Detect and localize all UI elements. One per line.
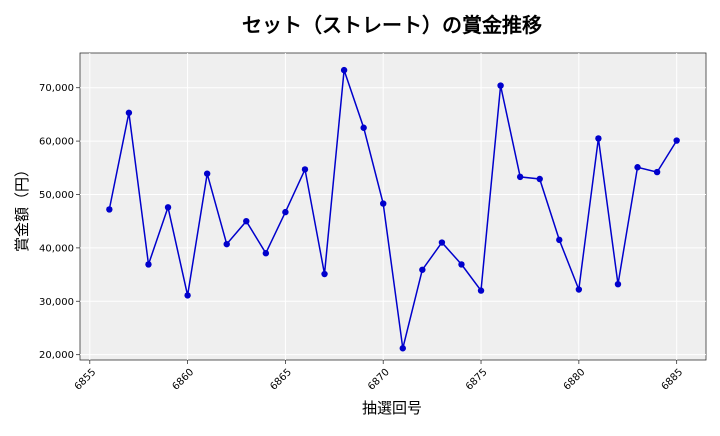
data-point	[634, 164, 641, 171]
x-tick-label: 6870	[366, 367, 392, 393]
data-point	[673, 137, 680, 144]
data-point	[477, 287, 485, 294]
data-point	[614, 280, 622, 288]
plot-area	[79, 52, 707, 361]
y-tick-label: 60,000	[39, 137, 74, 148]
data-point	[556, 236, 563, 244]
data-point	[262, 250, 270, 257]
x-tick-label: 6855	[73, 367, 99, 393]
y-tick-label: 40,000	[39, 243, 74, 254]
data-point	[419, 266, 426, 273]
data-point	[184, 292, 191, 299]
data-point	[595, 135, 602, 142]
data-point	[497, 82, 504, 89]
data-point	[653, 168, 661, 176]
data-point	[106, 206, 113, 213]
data-point	[536, 175, 543, 183]
series-line	[108, 69, 678, 349]
x-axis-label: 抽選回号	[362, 399, 422, 417]
data-point	[380, 200, 387, 207]
data-point	[145, 261, 152, 268]
data-point	[282, 208, 289, 216]
y-tick-label: 50,000	[39, 190, 74, 201]
series-layer	[106, 66, 680, 352]
data-point	[223, 240, 230, 248]
data-point	[399, 345, 406, 352]
x-tick-label: 6860	[170, 367, 196, 393]
data-point	[438, 239, 446, 246]
data-point	[458, 261, 465, 268]
data-point	[301, 166, 309, 173]
chart-title: セット（ストレート）の賞金推移	[242, 13, 542, 37]
y-axis-ticks: 20,000 30,000 40,000 50,000 60,000 70,000	[39, 83, 80, 361]
y-axis-label: 賞金額（円）	[13, 162, 31, 252]
x-tick-label: 6865	[268, 367, 294, 393]
data-point	[243, 217, 250, 225]
x-axis-ticks: 6855 6860 6865 6870 6875 6880 6885	[73, 360, 686, 393]
data-point	[516, 173, 524, 181]
x-tick-label: 6880	[562, 367, 588, 393]
x-tick-label: 6885	[660, 367, 686, 393]
y-tick-label: 30,000	[39, 297, 74, 308]
x-tick-label: 6875	[464, 367, 490, 393]
y-tick-label: 20,000	[39, 350, 74, 361]
data-point	[164, 204, 172, 211]
data-point	[321, 270, 328, 278]
grid	[80, 53, 706, 360]
data-point	[360, 124, 367, 131]
y-tick-label: 70,000	[39, 83, 74, 94]
data-point	[340, 66, 348, 74]
data-point	[125, 109, 133, 116]
data-point	[203, 170, 211, 177]
data-point	[575, 286, 583, 293]
